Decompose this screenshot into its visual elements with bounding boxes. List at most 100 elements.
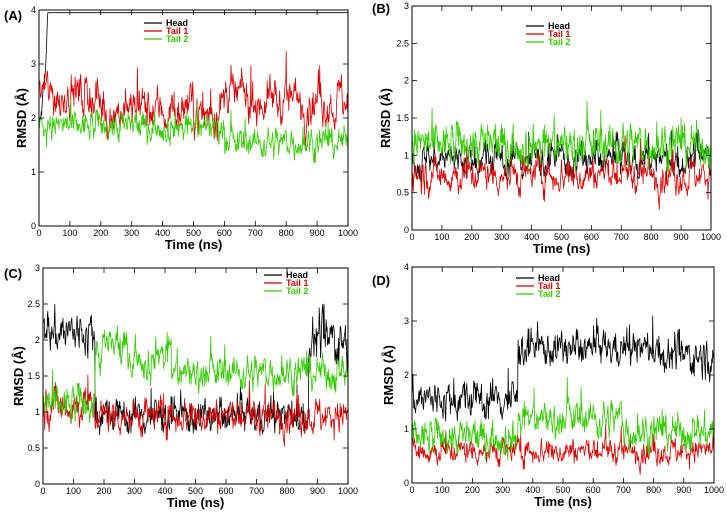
series-line-tail-1 xyxy=(411,423,715,475)
panel-a: 0 100 200 300 400 500 600 700 800 900 1000 0 1 2 3 4 Tim… xyxy=(4,5,358,252)
x-tick-label: 400 xyxy=(525,485,540,495)
x-tick-label: 0 xyxy=(409,485,414,495)
panel-d: 0 100 200 300 400 500 600 700 800 900 1000 0 1 2 3 4 Tim… xyxy=(372,262,724,509)
x-tick-label: 0 xyxy=(36,228,41,238)
x-tick-label: 700 xyxy=(616,485,631,495)
y-tick-label: 1 xyxy=(404,150,409,160)
x-tick-label: 800 xyxy=(279,486,294,496)
panel-label: (D) xyxy=(372,273,390,288)
x-tick-label: 800 xyxy=(644,232,659,242)
x-tick-label: 700 xyxy=(249,486,264,496)
x-axis-label: Time (ns) xyxy=(165,237,223,252)
x-tick-label: 0 xyxy=(40,486,45,496)
x-tick-label: 700 xyxy=(248,228,263,238)
x-axis-label: Time (ns) xyxy=(534,494,592,509)
x-tick-label: 400 xyxy=(524,232,539,242)
x-tick-label: 400 xyxy=(157,486,172,496)
series-line-tail-2 xyxy=(411,100,712,173)
x-tick-label: 800 xyxy=(279,228,294,238)
x-tick-label: 1000 xyxy=(704,485,724,495)
series-line-tail-1 xyxy=(411,135,712,210)
y-tick-label: 2.5 xyxy=(396,38,409,48)
y-tick-label: 3 xyxy=(404,1,409,11)
x-tick-label: 500 xyxy=(554,232,569,242)
x-tick-label: 900 xyxy=(674,232,689,242)
y-tick-label: 3 xyxy=(404,316,409,326)
y-axis-label: RMSD (Å) xyxy=(378,88,393,148)
legend-label-tail-2: Tail 2 xyxy=(286,286,308,296)
legend-label-tail-2: Tail 2 xyxy=(166,34,188,44)
series-line-tail-2 xyxy=(411,376,715,461)
x-tick-label: 300 xyxy=(124,228,139,238)
x-tick-label: 400 xyxy=(155,228,170,238)
y-tick-label: 0.5 xyxy=(396,188,409,198)
legend-label-tail-2: Tail 2 xyxy=(538,289,560,299)
y-tick-label: 0.5 xyxy=(27,443,40,453)
legend-label-tail-1: Tail 1 xyxy=(548,29,570,39)
y-tick-label: 3 xyxy=(31,59,36,69)
x-tick-label: 300 xyxy=(494,232,509,242)
x-tick-label: 100 xyxy=(66,486,81,496)
y-tick-label: 2.5 xyxy=(27,299,40,309)
y-tick-label: 1 xyxy=(404,424,409,434)
legend-label-head: Head xyxy=(548,21,570,31)
y-tick-label: 4 xyxy=(404,262,409,272)
x-tick-label: 200 xyxy=(93,228,108,238)
x-tick-label: 300 xyxy=(127,486,142,496)
x-tick-label: 200 xyxy=(96,486,111,496)
legend-label-tail-1: Tail 1 xyxy=(166,26,188,36)
x-tick-label: 1000 xyxy=(338,486,358,496)
x-tick-label: 100 xyxy=(434,232,449,242)
series-line-head xyxy=(411,315,715,422)
x-tick-label: 200 xyxy=(465,485,480,495)
y-tick-label: 2 xyxy=(404,76,409,86)
y-tick-label: 4 xyxy=(31,5,36,15)
y-tick-label: 0 xyxy=(404,478,409,488)
legend-label-tail-1: Tail 1 xyxy=(286,278,308,288)
x-tick-label: 900 xyxy=(310,228,325,238)
y-tick-label: 1 xyxy=(31,167,36,177)
plot-frame xyxy=(42,267,349,485)
y-tick-label: 1 xyxy=(35,407,40,417)
y-tick-label: 0 xyxy=(404,225,409,235)
series-line-tail-2 xyxy=(42,325,349,425)
y-tick-label: 1.5 xyxy=(27,371,40,381)
legend-label-head: Head xyxy=(166,18,188,28)
x-tick-label: 0 xyxy=(409,232,414,242)
y-tick-label: 2 xyxy=(404,370,409,380)
panel-b: 0 100 200 300 400 500 600 700 800 900 1000 0 0.5 1 1.5… xyxy=(372,1,721,256)
y-axis-label: RMSD (Å) xyxy=(381,345,396,405)
x-tick-label: 600 xyxy=(584,232,599,242)
x-tick-label: 500 xyxy=(188,486,203,496)
x-tick-label: 1000 xyxy=(701,232,721,242)
panel-c: 0 100 200 300 400 500 600 700 800 900 1000 0 0.5 1 1.5… xyxy=(4,263,358,510)
x-tick-label: 700 xyxy=(614,232,629,242)
x-tick-label: 500 xyxy=(186,228,201,238)
series-line-tail-1 xyxy=(38,51,349,149)
x-tick-label: 500 xyxy=(555,485,570,495)
y-tick-label: 2 xyxy=(35,335,40,345)
x-tick-label: 100 xyxy=(62,228,77,238)
x-tick-label: 900 xyxy=(676,485,691,495)
y-tick-label: 2 xyxy=(31,113,36,123)
y-tick-label: 3 xyxy=(35,263,40,273)
x-axis-label: Time (ns) xyxy=(167,495,225,510)
x-tick-label: 300 xyxy=(495,485,510,495)
panel-label: (C) xyxy=(4,266,22,281)
legend-label-head: Head xyxy=(538,273,560,283)
x-tick-label: 200 xyxy=(464,232,479,242)
x-tick-label: 1000 xyxy=(338,228,358,238)
x-axis-label: Time (ns) xyxy=(533,241,591,256)
x-tick-label: 600 xyxy=(218,486,233,496)
y-tick-label: 1.5 xyxy=(396,113,409,123)
y-axis-label: RMSD (Å) xyxy=(11,346,26,406)
x-tick-label: 800 xyxy=(646,485,661,495)
series-line-tail-2 xyxy=(38,99,349,164)
legend-label-tail-1: Tail 1 xyxy=(538,281,560,291)
panel-label: (A) xyxy=(4,8,22,23)
x-tick-label: 600 xyxy=(586,485,601,495)
legend-label-tail-2: Tail 2 xyxy=(548,37,570,47)
legend-label-head: Head xyxy=(286,270,308,280)
panel-label: (B) xyxy=(372,1,390,16)
